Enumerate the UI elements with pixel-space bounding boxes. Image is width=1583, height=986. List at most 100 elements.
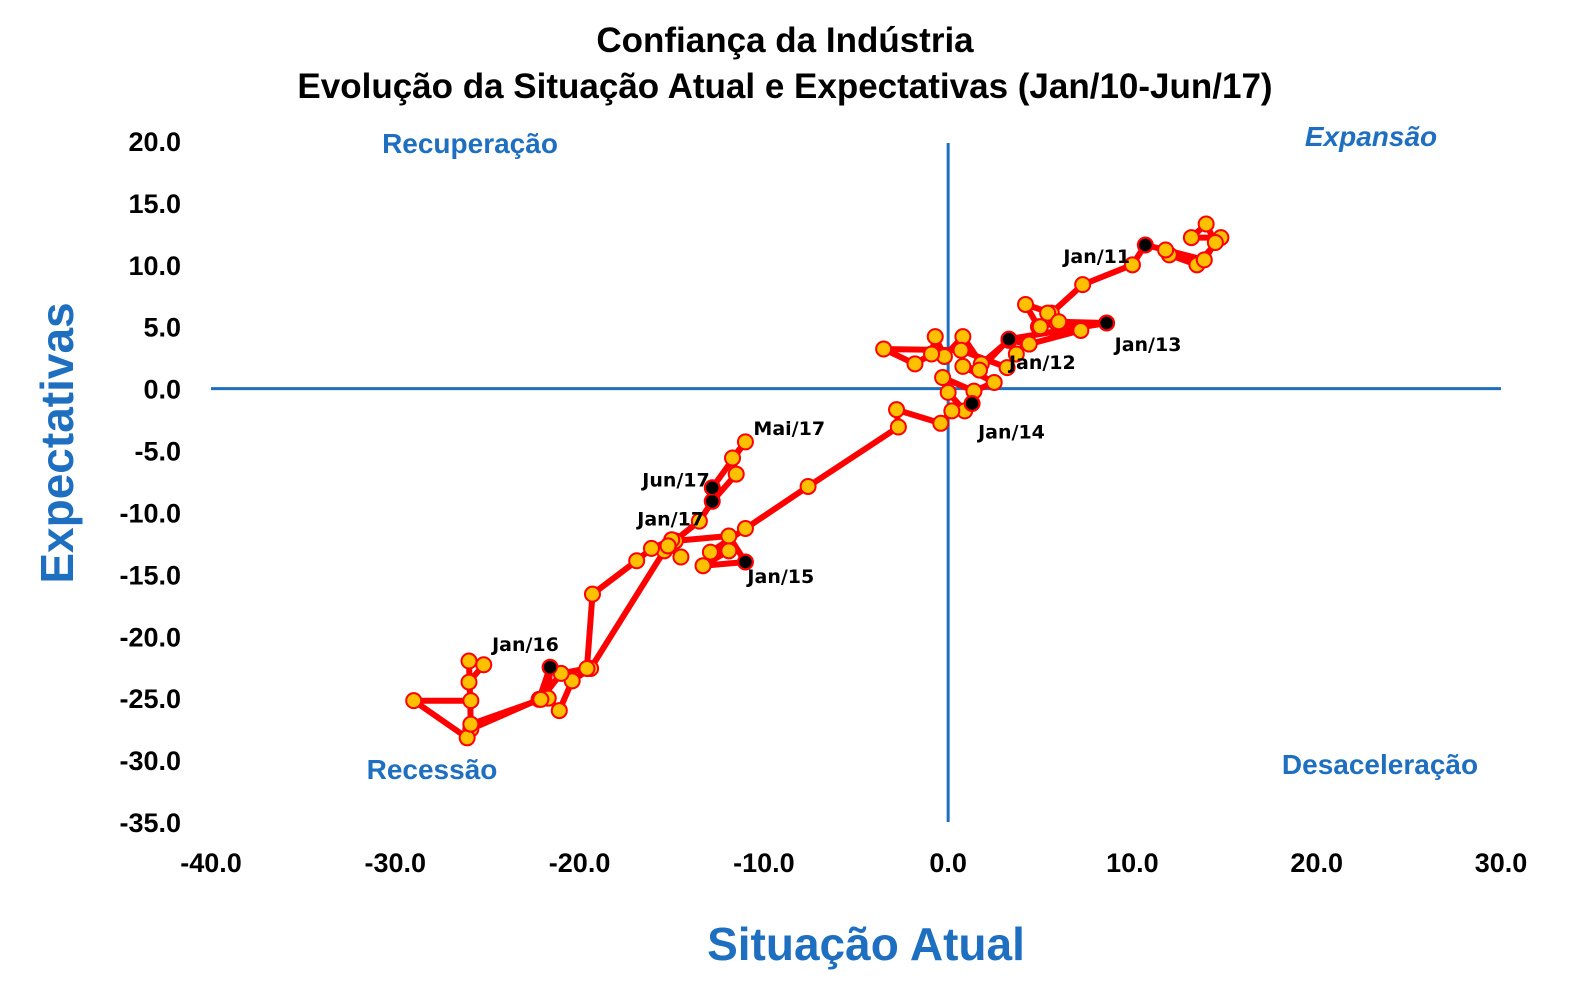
series-markers <box>405 215 1230 747</box>
data-point <box>475 656 493 674</box>
data-point <box>998 359 1016 377</box>
x-tick-label: 30.0 <box>1475 848 1528 878</box>
quadrant-label-bottom-right: Desaceleração <box>1282 749 1478 780</box>
data-point <box>458 729 476 747</box>
data-point <box>1074 276 1092 294</box>
data-point <box>720 542 738 560</box>
data-point <box>939 383 957 401</box>
data-point <box>727 465 745 483</box>
y-tick-label: 20.0 <box>128 127 181 157</box>
data-point <box>889 418 907 436</box>
point-label: Jan/12 <box>1007 352 1076 374</box>
data-point <box>926 328 944 346</box>
y-tick-label: -30.0 <box>119 746 181 776</box>
data-point <box>1072 321 1090 339</box>
highlight-point <box>1137 237 1154 253</box>
quadrant-label-bottom-left: Recessão <box>367 754 498 785</box>
x-tick-label: -20.0 <box>549 848 611 878</box>
data-point <box>642 539 660 557</box>
data-point <box>736 433 754 451</box>
data-point <box>736 520 754 538</box>
data-point <box>724 449 742 467</box>
point-label: Jan/11 <box>1061 246 1130 268</box>
data-point <box>672 548 690 566</box>
point-label: Jan/13 <box>1113 334 1182 356</box>
quadrant-label-top-left: Recuperação <box>382 128 558 159</box>
y-tick-label: 5.0 <box>143 313 181 343</box>
data-point <box>1157 241 1175 259</box>
x-axis-label: Situação Atual <box>707 918 1025 970</box>
highlight-point <box>1098 315 1115 331</box>
data-point <box>1039 304 1057 322</box>
data-point <box>701 543 719 561</box>
chart-title: Confiança da Indústria <box>596 21 974 60</box>
y-tick-label: -5.0 <box>134 437 181 467</box>
data-point <box>405 692 423 710</box>
data-point <box>1017 295 1035 313</box>
y-tick-label: 0.0 <box>143 375 181 405</box>
series-line <box>410 221 1224 741</box>
y-tick-label: -35.0 <box>119 808 181 838</box>
data-point <box>578 659 596 677</box>
data-point <box>799 477 817 495</box>
data-point <box>1050 313 1068 331</box>
highlight-point <box>737 554 754 570</box>
x-tick-label: 0.0 <box>929 848 967 878</box>
x-tick-label: -30.0 <box>365 848 427 878</box>
data-point <box>875 340 893 358</box>
data-point <box>906 355 924 373</box>
chart-subtitle: Evolução da Situação Atual e Expectativa… <box>297 67 1272 106</box>
data-point <box>550 702 568 720</box>
data-point <box>923 345 941 363</box>
data-point <box>888 401 906 419</box>
data-point <box>460 652 478 670</box>
y-tick-label: -20.0 <box>119 622 181 652</box>
data-point <box>1197 215 1215 233</box>
data-point <box>462 715 480 733</box>
data-point <box>690 512 708 530</box>
point-label: Jun/17 <box>640 470 710 492</box>
data-point <box>659 537 677 555</box>
data-point <box>532 690 550 708</box>
data-point <box>934 368 952 386</box>
data-point <box>1182 229 1200 247</box>
data-point <box>943 402 961 420</box>
y-tick-label: -15.0 <box>119 560 181 590</box>
point-label: Jan/16 <box>490 634 559 656</box>
data-point <box>970 361 988 379</box>
highlight-point <box>704 493 721 510</box>
data-point <box>952 341 970 359</box>
point-label: Jan/17 <box>635 508 704 530</box>
y-tick-label: -10.0 <box>119 498 181 528</box>
data-point <box>460 673 478 691</box>
data-point <box>954 357 972 375</box>
data-point <box>1206 234 1224 252</box>
data-point <box>462 692 480 710</box>
y-axis-label: Expectativas <box>31 302 83 583</box>
data-point <box>932 414 950 432</box>
point-label: Mai/17 <box>753 418 825 440</box>
highlight-point <box>964 395 980 412</box>
data-point <box>1031 318 1049 336</box>
data-point <box>628 552 646 570</box>
x-tick-label: -10.0 <box>733 848 795 878</box>
point-label: Jan/15 <box>745 566 814 588</box>
y-tick-label: 15.0 <box>128 189 181 219</box>
y-tick-label: 10.0 <box>128 251 181 281</box>
x-axis-ticks: -40.0 -30.0 -20.0 -10.0 0.0 10.0 20.0 30.0 <box>180 848 1527 878</box>
y-axis-ticks: 20.0 15.0 10.0 5.0 0.0 -5.0 -10.0 -15.0 -20.0 -25… <box>119 127 181 838</box>
data-point <box>985 373 1003 391</box>
data-point <box>720 527 738 545</box>
quadrant-label-top-right: Expansão <box>1305 121 1437 152</box>
highlight-point <box>1001 331 1017 347</box>
y-tick-label: -25.0 <box>119 684 181 714</box>
point-label: Jan/14 <box>976 421 1045 443</box>
point-annotations: Jan/11 Jan/12 Jan/13 Jan/14 Jan/15 Jan/16 Jan/… <box>490 246 1181 656</box>
data-point <box>694 557 712 575</box>
x-tick-label: 20.0 <box>1290 848 1343 878</box>
highlight-point <box>704 479 721 496</box>
x-tick-label: 10.0 <box>1106 848 1159 878</box>
data-point <box>583 585 601 603</box>
data-point <box>1195 251 1213 269</box>
